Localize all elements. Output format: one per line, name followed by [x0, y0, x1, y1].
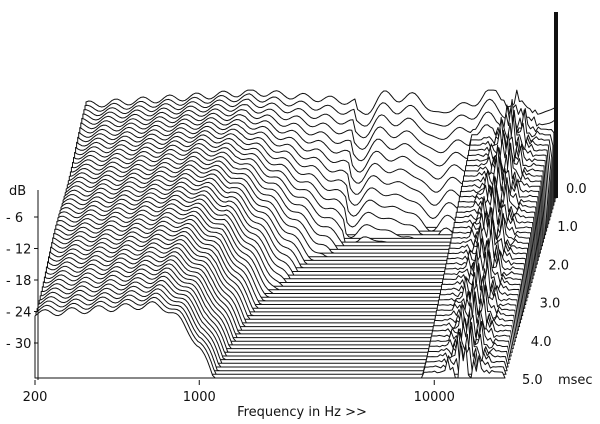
- y-tick-label: - 30: [6, 337, 31, 352]
- time-tick-label: 2.0: [548, 258, 569, 273]
- time-unit-label: msec: [558, 373, 593, 388]
- x-tick-label: 200: [23, 390, 48, 405]
- y-tick-label: - 24: [6, 306, 31, 321]
- time-tick-label: 0.0: [566, 182, 587, 197]
- axes: dB - 6 - 12 - 18 - 24 - 30 200 1000 10000 0.0 1…: [6, 182, 593, 420]
- decay-slice: [34, 301, 506, 379]
- time-tick-label: 3.0: [540, 297, 561, 312]
- x-tick-label: 10000: [414, 390, 455, 405]
- y-unit-label: dB: [9, 184, 26, 199]
- x-tick-label: 1000: [183, 390, 216, 405]
- x-axis-title: Frequency in Hz >>: [237, 405, 367, 420]
- time-tick-label: 4.0: [531, 335, 552, 350]
- time-tick-label: 1.0: [557, 220, 578, 235]
- y-tick-label: - 12: [6, 243, 31, 258]
- time-tick-label: 5.0: [522, 373, 543, 388]
- decay-slices: [34, 12, 558, 379]
- y-tick-label: - 18: [6, 274, 31, 289]
- y-tick-label: - 6: [6, 211, 23, 226]
- back-edge: [554, 12, 558, 198]
